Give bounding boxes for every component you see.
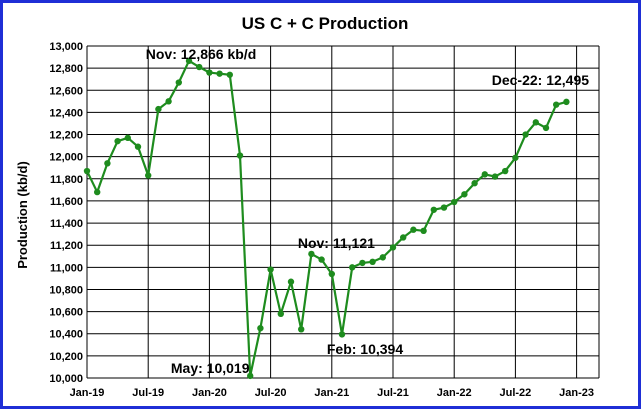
x-tick-label: Jul-20 bbox=[255, 387, 287, 399]
y-tick-label: 10,000 bbox=[49, 373, 83, 385]
y-tick-label: 10,600 bbox=[49, 307, 83, 319]
gridlines bbox=[86, 45, 600, 379]
data-point bbox=[124, 134, 131, 142]
data-point bbox=[287, 278, 295, 285]
data-point bbox=[236, 152, 244, 159]
data-point bbox=[512, 154, 519, 161]
annotation-label: Nov: 11,121 bbox=[298, 235, 375, 251]
data-point bbox=[379, 254, 386, 261]
x-tick-label: Jan-19 bbox=[70, 387, 105, 399]
y-axis-label: Production (kb/d) bbox=[15, 161, 30, 269]
data-point bbox=[134, 143, 142, 150]
x-tick-label: Jan-23 bbox=[559, 387, 594, 399]
data-point bbox=[430, 206, 437, 213]
data-point bbox=[420, 227, 427, 235]
data-point bbox=[440, 204, 448, 211]
y-tick-label: 12,400 bbox=[49, 107, 83, 119]
y-tick-label: 13,000 bbox=[49, 41, 83, 53]
data-point bbox=[257, 325, 264, 332]
data-point bbox=[553, 101, 560, 108]
data-point bbox=[206, 69, 213, 76]
data-point bbox=[502, 167, 509, 175]
data-point bbox=[542, 124, 550, 132]
data-point bbox=[175, 79, 182, 86]
y-tick-label: 11,800 bbox=[50, 174, 83, 186]
y-tick-label: 10,800 bbox=[49, 284, 83, 296]
data-point bbox=[145, 172, 152, 179]
data-point bbox=[247, 372, 254, 380]
data-point bbox=[451, 198, 458, 206]
y-tick-label: 10,200 bbox=[49, 351, 83, 363]
data-point bbox=[338, 331, 346, 338]
x-axis: Jan-19 Jul-19 Jan-20 Jul-20 Jan-21 Jul-21 Jan-… bbox=[70, 387, 594, 399]
y-tick-label: 12,600 bbox=[49, 85, 83, 97]
x-tick-label: Jan-20 bbox=[192, 387, 227, 399]
data-point bbox=[389, 244, 397, 251]
data-point bbox=[226, 71, 233, 78]
y-tick-label: 12,000 bbox=[49, 152, 83, 164]
data-point bbox=[216, 70, 223, 77]
x-tick-label: Jan-21 bbox=[314, 387, 349, 399]
annotation-label: May: 10,019 bbox=[171, 360, 250, 376]
chart-title: US C + C Production bbox=[242, 14, 409, 33]
data-point bbox=[94, 188, 101, 196]
x-tick-label: Jul-19 bbox=[132, 387, 164, 399]
y-axis: 10,000 10,200 10,400 10,600 10,800 11,000 11,2… bbox=[49, 41, 83, 385]
data-point bbox=[461, 191, 468, 198]
data-point bbox=[165, 98, 172, 105]
data-point bbox=[400, 234, 407, 241]
annotation-label: Dec-22: 12,495 bbox=[492, 72, 590, 88]
y-tick-label: 11,000 bbox=[50, 262, 83, 274]
data-point bbox=[185, 57, 193, 65]
y-tick-label: 12,200 bbox=[49, 130, 83, 142]
y-tick-label: 11,200 bbox=[50, 240, 83, 252]
data-point bbox=[491, 173, 499, 180]
y-tick-label: 11,400 bbox=[50, 218, 83, 230]
data-point bbox=[522, 131, 529, 138]
data-point bbox=[481, 171, 488, 178]
series-line bbox=[83, 57, 570, 380]
data-point bbox=[267, 266, 274, 273]
production-chart: US C + C Production 10,00010,20010,40010… bbox=[15, 14, 600, 399]
x-tick-label: Jul-22 bbox=[500, 387, 532, 399]
data-point bbox=[359, 259, 366, 267]
data-point bbox=[532, 119, 539, 126]
annotation-label: Feb: 10,394 bbox=[327, 341, 403, 357]
x-tick-label: Jul-21 bbox=[377, 387, 409, 399]
data-point bbox=[155, 105, 162, 113]
data-point bbox=[563, 98, 570, 106]
data-point bbox=[471, 180, 478, 187]
data-point bbox=[328, 270, 335, 278]
data-point bbox=[349, 264, 356, 271]
data-point bbox=[277, 310, 284, 318]
data-point bbox=[83, 167, 91, 175]
data-point bbox=[114, 137, 121, 145]
y-tick-label: 12,800 bbox=[49, 63, 83, 75]
data-point bbox=[369, 258, 376, 265]
data-point bbox=[308, 250, 315, 258]
y-tick-label: 10,400 bbox=[49, 329, 83, 341]
data-point bbox=[196, 63, 203, 71]
annotations: Nov: 12,866 kb/d May: 10,019 Nov: 11,121 Fe… bbox=[146, 46, 590, 376]
data-point bbox=[298, 326, 305, 333]
data-point bbox=[318, 256, 325, 263]
x-tick-label: Jan-22 bbox=[437, 387, 472, 399]
annotation-label: Nov: 12,866 kb/d bbox=[146, 46, 257, 62]
data-point bbox=[104, 160, 111, 167]
y-tick-label: 11,600 bbox=[50, 196, 83, 208]
data-point bbox=[410, 226, 417, 233]
